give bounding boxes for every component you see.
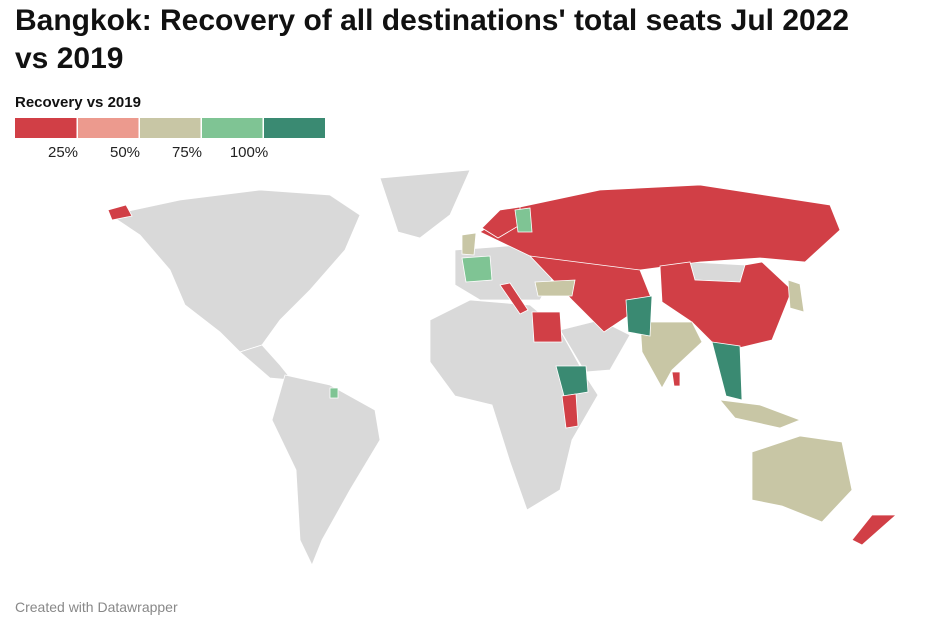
country bbox=[561, 393, 579, 429]
country bbox=[499, 282, 529, 315]
legend-swatch bbox=[15, 118, 77, 138]
title: vs 2019 bbox=[15, 42, 123, 75]
country bbox=[555, 365, 589, 397]
country bbox=[107, 204, 133, 221]
country bbox=[851, 514, 898, 546]
credit: Created with Datawrapper bbox=[15, 599, 178, 615]
legend-tick-label: 25% bbox=[48, 144, 78, 161]
country bbox=[671, 371, 681, 387]
country bbox=[461, 232, 477, 256]
country bbox=[751, 435, 853, 523]
legend: 25% 50% 75% 100% bbox=[15, 118, 325, 161]
legend-tick-label: 100% bbox=[230, 144, 268, 161]
country bbox=[329, 387, 339, 399]
legend-title: Recovery vs 2019 bbox=[15, 94, 141, 111]
country bbox=[689, 261, 746, 283]
country bbox=[531, 311, 563, 343]
legend-swatch bbox=[140, 118, 201, 138]
country bbox=[429, 299, 599, 511]
country bbox=[461, 255, 493, 283]
legend-tick-label: 75% bbox=[172, 144, 202, 161]
country bbox=[711, 341, 743, 401]
legend-swatch bbox=[78, 118, 139, 138]
map bbox=[107, 169, 898, 566]
country bbox=[108, 189, 361, 353]
country bbox=[719, 399, 802, 429]
country bbox=[639, 321, 703, 389]
country bbox=[787, 279, 805, 313]
country bbox=[379, 169, 471, 239]
country bbox=[514, 207, 533, 233]
title: Bangkok: Recovery of all destinations' t… bbox=[15, 4, 849, 37]
country bbox=[271, 374, 381, 566]
legend-tick-label: 50% bbox=[110, 144, 140, 161]
legend-swatch bbox=[264, 118, 325, 138]
country bbox=[625, 295, 653, 337]
country bbox=[534, 279, 576, 297]
country bbox=[239, 344, 293, 381]
legend-swatch bbox=[202, 118, 263, 138]
country bbox=[659, 261, 793, 353]
